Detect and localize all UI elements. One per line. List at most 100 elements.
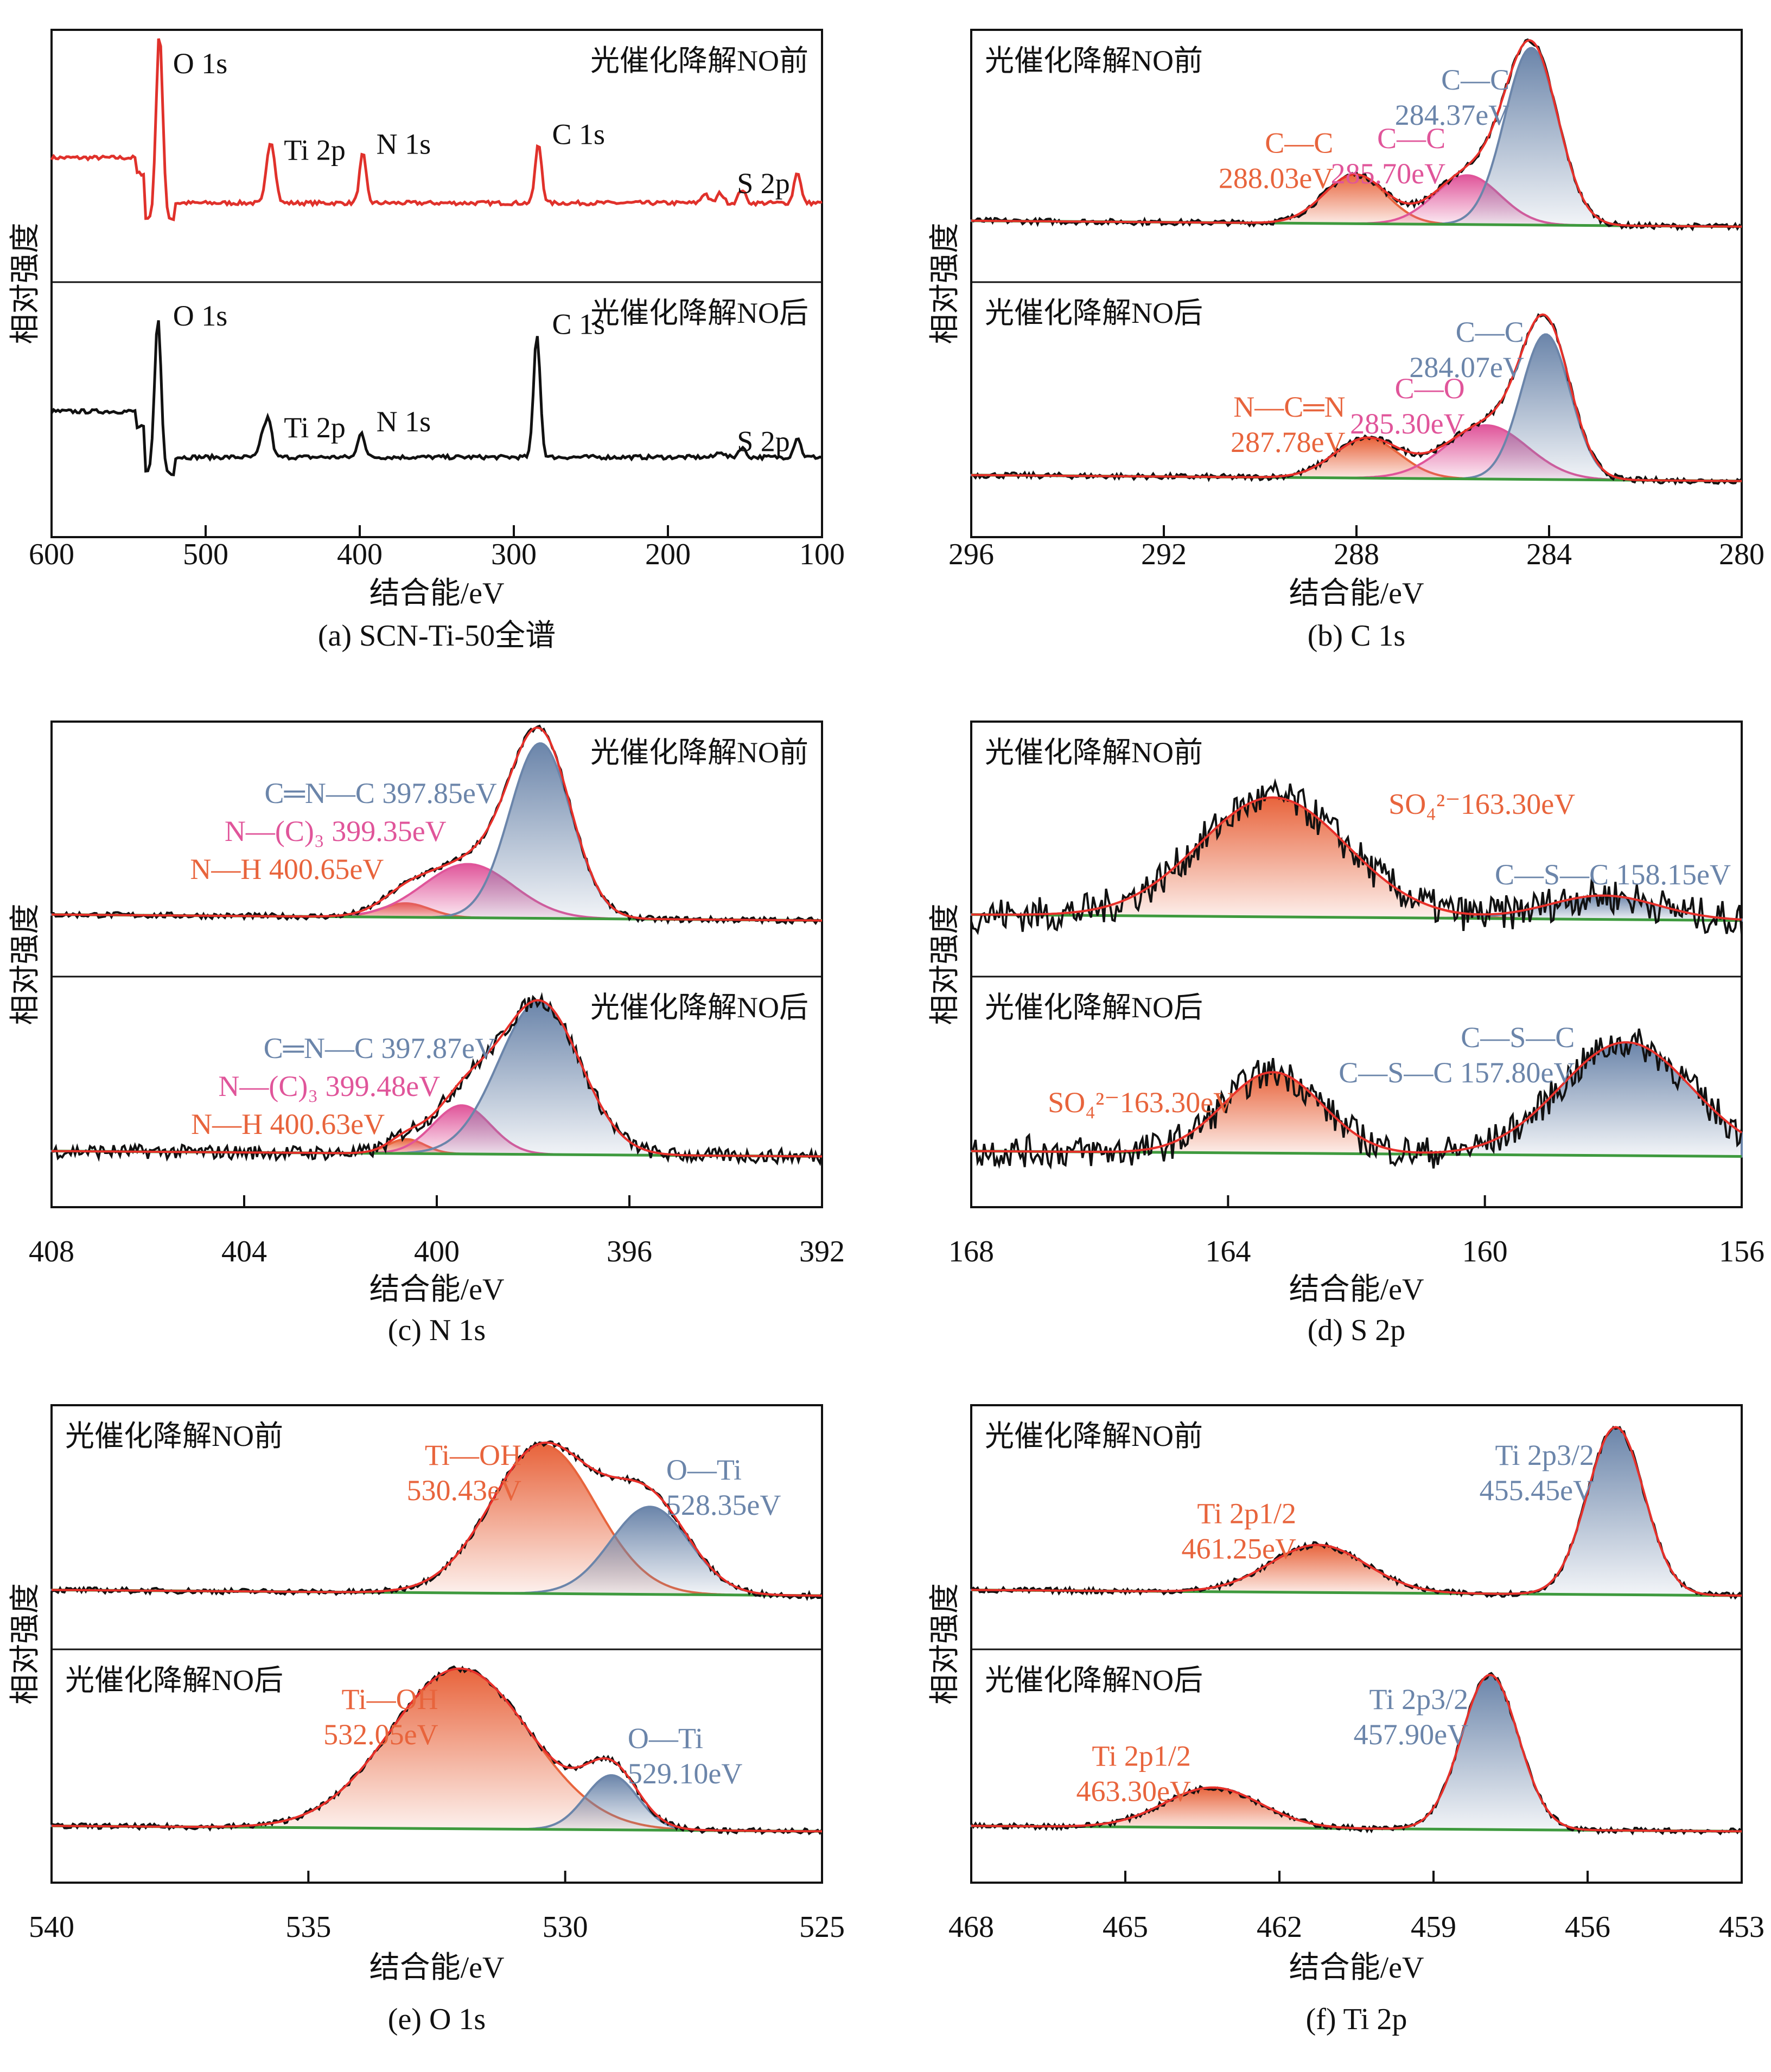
peak-annotation: N 1s [377, 405, 431, 438]
raw-data-line [970, 1028, 1743, 1170]
peak-label-name: C—C [1377, 122, 1445, 155]
subplot-before: 光催化降解NO前 SO₄²⁻163.30eV C—S—C 158.15eV [970, 736, 1743, 935]
x-tick-label: 456 [1565, 1910, 1610, 1944]
peak-annotation: S 2p [737, 425, 790, 458]
fit-envelope-line [51, 1667, 822, 1833]
x-axis-label: 结合能/eV [370, 1273, 505, 1306]
x-tick-label: 525 [799, 1910, 845, 1944]
x-tick-label: 408 [29, 1235, 74, 1268]
peak-label-energy: 285.30eV [1350, 407, 1464, 440]
x-tick-label: 160 [1462, 1235, 1508, 1268]
peak-label-name: C—C [1265, 127, 1333, 160]
x-axis-label: 结合能/eV [1289, 1273, 1424, 1306]
peak-label-name: C—S—C [1461, 1021, 1575, 1054]
x-tick-label: 500 [183, 538, 228, 571]
peak-label-energy: 285.70eV [1331, 157, 1445, 190]
state-label: 光催化降解NO前 [985, 736, 1203, 769]
panel-caption: (c) N 1s [388, 1314, 486, 1347]
x-tick-label: 300 [491, 538, 537, 571]
peak-label-energy: C—S—C 157.80eV [1339, 1056, 1575, 1089]
peak-label-name: Ti—OH [342, 1683, 438, 1716]
state-label: 光催化降解NO后 [65, 1664, 283, 1697]
subplot-before: 光催化降解NO前 O 1s Ti 2p N 1s C 1s S 2p [50, 38, 823, 221]
peak-label: N—(C)₃ 399.35eV [225, 815, 447, 847]
peak-label-name: N—C═N [1233, 391, 1345, 423]
peak-label-energy: 284.37eV [1395, 99, 1509, 131]
x-axis-label: 结合能/eV [370, 1951, 505, 1985]
x-tick-label: 462 [1257, 1910, 1302, 1944]
peak-label-name: Ti—OH [425, 1439, 521, 1471]
peak-label-name: O—Ti [628, 1722, 703, 1755]
peak-label: C═N—C 397.87eV [264, 1032, 496, 1064]
component-peak-blue [970, 1674, 1742, 1833]
y-axis-label: 相对强度 [9, 223, 42, 345]
peak-label-energy: 287.78eV [1231, 426, 1345, 458]
peak-annotation: Ti 2p [284, 411, 346, 444]
panel-caption: (d) S 2p [1308, 1314, 1405, 1347]
state-label: 光催化降解NO后 [590, 297, 808, 329]
x-tick-label: 156 [1719, 1235, 1764, 1268]
panel-caption: (e) O 1s [388, 2003, 486, 2036]
x-tick-label: 404 [221, 1235, 267, 1268]
state-label: 光催化降解NO前 [985, 1420, 1203, 1452]
fit-envelope-line [971, 1041, 1743, 1154]
peak-annotation: O 1s [173, 47, 228, 80]
state-label: 光催化降解NO前 [985, 44, 1203, 77]
peak-label-name: Ti 2p1/2 [1197, 1497, 1296, 1529]
x-tick-label: 200 [645, 538, 691, 571]
x-tick-label: 535 [285, 1910, 331, 1944]
survey-spectrum-line [50, 320, 823, 476]
state-label: 光催化降解NO前 [590, 736, 808, 769]
axes-frame [50, 1404, 823, 1884]
peak-annotation: C 1s [552, 308, 605, 340]
x-axis-label: 结合能/eV [1289, 577, 1424, 610]
x-tick-label: 168 [948, 1235, 994, 1268]
panel-e: 540 535 530 525 结合能/eV (e) O 1s 相对强度 光催化降解NO前 Ti… [9, 1404, 845, 2036]
panel-caption: (a) SCN-Ti-50全谱 [318, 619, 556, 653]
peak-label-name: C—C [1441, 63, 1509, 96]
x-tick-label: 288 [1334, 538, 1379, 571]
subplot-after: 光催化降解NO后 O 1s Ti 2p N 1s C 1s S 2p [50, 297, 823, 476]
peak-label-energy: 455.45eV [1480, 1474, 1594, 1507]
state-label: 光催化降解NO后 [985, 991, 1203, 1024]
state-label: 光催化降解NO后 [985, 1664, 1203, 1697]
state-label: 光催化降解NO后 [590, 991, 808, 1024]
x-tick-label: 459 [1411, 1910, 1456, 1944]
y-axis-label: 相对强度 [928, 1583, 962, 1705]
peak-label-name: Ti 2p3/2 [1495, 1439, 1594, 1471]
peak-label: C═N—C 397.85eV [265, 777, 497, 809]
panel-d: 168 164 160 156 结合能/eV (d) S 2p 相对强度 光催化降解NO前 SO… [928, 721, 1764, 1347]
axes-frame [970, 721, 1743, 1208]
raw-data-line [51, 992, 823, 1166]
peak-annotation: C 1s [552, 118, 605, 150]
x-tick-label: 392 [799, 1235, 845, 1268]
x-tick-label: 540 [29, 1910, 74, 1944]
survey-spectrum-line [50, 38, 823, 221]
y-axis-label: 相对强度 [928, 904, 962, 1025]
y-axis-label: 相对强度 [928, 223, 962, 345]
fit-envelope-line [971, 1426, 1742, 1597]
peak-label-energy: 532.05eV [323, 1718, 438, 1751]
y-axis-label: 相对强度 [9, 904, 42, 1025]
subplot-after: 光催化降解NO后 SO₄²⁻163.30eV C—S—CC—S—C 157.80eV [970, 991, 1743, 1170]
peak-label-name: C—O [1395, 372, 1465, 405]
state-label: 光催化降解NO前 [590, 44, 808, 77]
subplot-after: 光催化降解NO后 N—H 400.63eV N—(C)₃ 399.48eV C═N—C… [50, 991, 823, 1166]
peak-label-energy: 529.10eV [628, 1757, 742, 1790]
peak-annotation: O 1s [173, 299, 228, 332]
fit-envelope-line [971, 313, 1742, 482]
fit-envelope-line [52, 999, 822, 1158]
fit-envelope-line [52, 726, 822, 922]
fit-envelope-line [52, 1441, 822, 1597]
x-axis-label: 结合能/eV [1289, 1951, 1424, 1985]
x-tick-label: 468 [948, 1910, 994, 1944]
peak-label-name: Ti 2p1/2 [1092, 1740, 1191, 1773]
fit-envelope-line [971, 796, 1742, 921]
peak-label: C—S—C 158.15eV [1495, 858, 1731, 891]
axes-frame [970, 1404, 1743, 1884]
